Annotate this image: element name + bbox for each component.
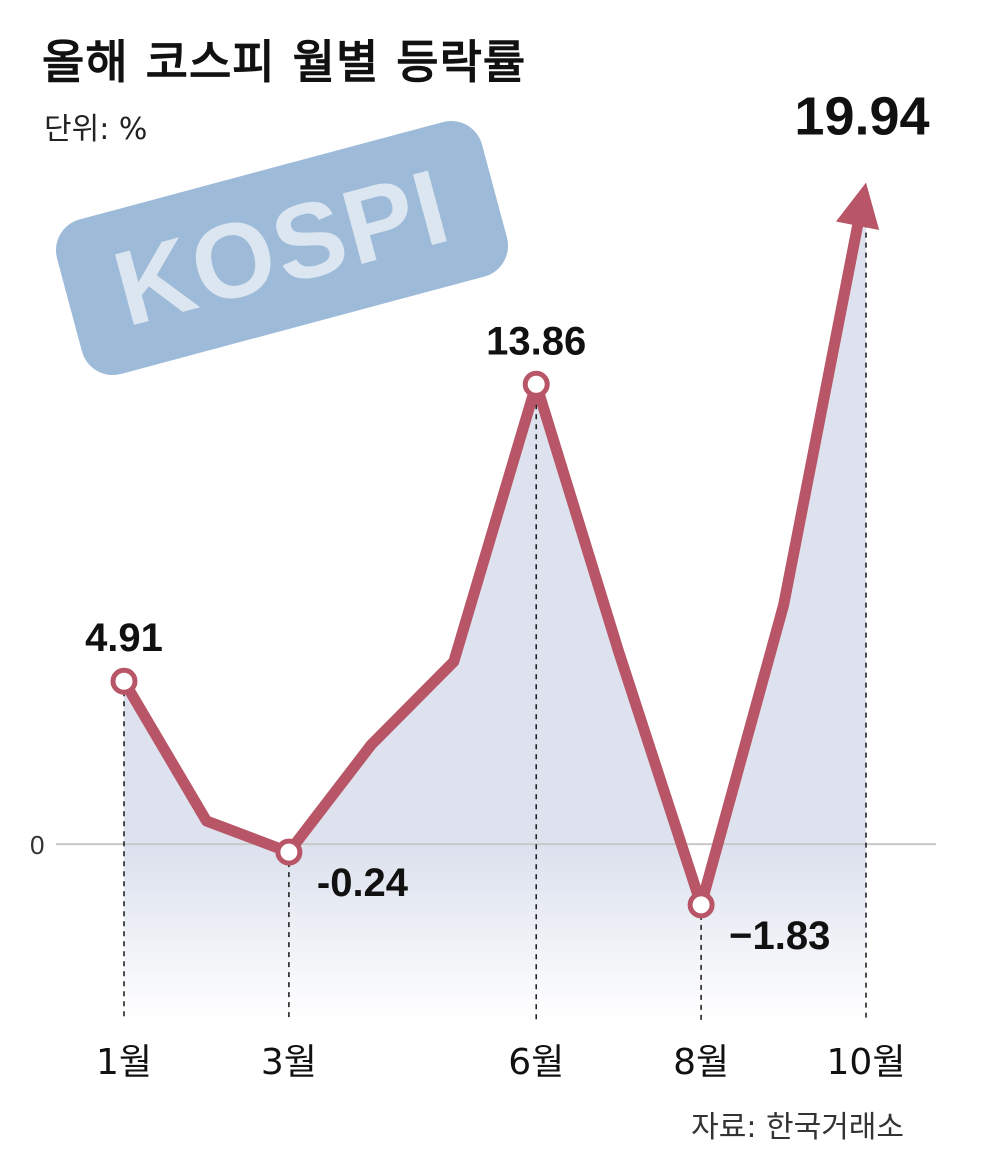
value-label-month-6: 13.86 [486, 319, 586, 363]
unit-label: 단위: % [44, 112, 148, 147]
point-marker-month-8 [687, 891, 715, 919]
x-tick-label-month-10: 10월 [827, 1042, 906, 1083]
value-label-month-1: 4.91 [85, 616, 163, 660]
x-tick-label-month-8: 8월 [673, 1042, 729, 1083]
value-label-month-10: 19.94 [794, 87, 929, 147]
x-tick-label-month-6: 6월 [508, 1042, 564, 1083]
x-tick-label-month-3: 3월 [261, 1042, 317, 1083]
value-label-month-8: −1.83 [729, 914, 830, 958]
point-marker-month-6 [522, 370, 550, 398]
source-note: 자료: 한국거래소 [691, 1110, 904, 1145]
value-label-month-3: -0.24 [317, 861, 409, 905]
zero-tick-label: 0 [30, 830, 44, 860]
x-tick-label-month-1: 1월 [96, 1042, 152, 1083]
series-line [119, 220, 864, 911]
chart-title: 올해 코스피 월별 등락률 [42, 35, 527, 89]
point-marker-month-3 [275, 838, 303, 866]
point-marker-month-1 [110, 667, 138, 695]
final-arrowhead [835, 182, 880, 230]
area-fill [124, 182, 866, 1021]
